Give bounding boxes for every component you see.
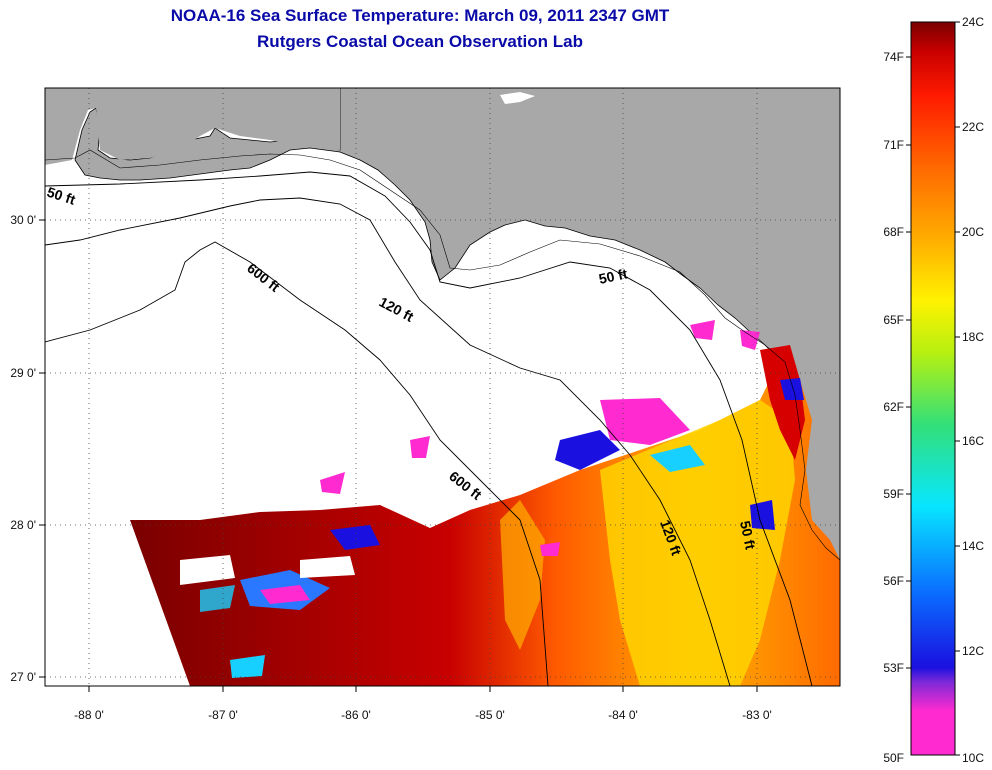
sst-map: 50 ft 600 ft 120 ft 50 ft 600 ft 120 ft … [10, 87, 841, 722]
colorbar-c-label: 22C [962, 120, 984, 134]
colorbar-c-label: 16C [962, 434, 984, 448]
x-tick-label: -83 0' [742, 708, 772, 722]
y-tick-label: 30 0' [10, 213, 36, 227]
colorbar-f-label: 71F [883, 138, 904, 152]
bathymetry-contours [45, 171, 813, 686]
colorbar-f-label: 74F [883, 50, 904, 64]
colorbar-c-label: 24C [962, 15, 984, 29]
colorbar-f-label: 56F [883, 574, 904, 588]
x-tick-label: -84 0' [608, 708, 638, 722]
colorbar-c-label: 10C [962, 751, 984, 765]
colorbar-c-label: 18C [962, 330, 984, 344]
colorbar-c-label: 14C [962, 539, 984, 553]
coastline [45, 149, 840, 561]
colorbar-f-label: 59F [883, 487, 904, 501]
colorbar-f-label: 62F [883, 400, 904, 414]
colorbar-c-label: 20C [962, 225, 984, 239]
x-tick-label: -85 0' [475, 708, 505, 722]
colorbar-scale [910, 21, 956, 756]
x-tick-label: -88 0' [74, 708, 104, 722]
y-tick-label: 29 0' [10, 366, 36, 380]
sst-warm-region [130, 320, 840, 686]
map-frame [44, 87, 841, 687]
x-tick-label: -86 0' [341, 708, 371, 722]
x-tick-label: -87 0' [208, 708, 238, 722]
map-subtitle: Rutgers Coastal Ocean Observation Lab [257, 32, 583, 51]
colorbar-c-label: 12C [962, 644, 984, 658]
colorbar-f-label: 50F [883, 751, 904, 765]
depth-label: 50 ft [737, 519, 759, 551]
depth-label: 50 ft [597, 265, 629, 287]
colorbar-f-label: 68F [883, 225, 904, 239]
y-tick-label: 27 0' [10, 670, 36, 684]
colorbar-f-label: 53F [883, 661, 904, 675]
colorbar-f-label: 65F [883, 313, 904, 327]
map-title: NOAA-16 Sea Surface Temperature: March 0… [170, 6, 670, 25]
y-tick-label: 28 0' [10, 518, 36, 532]
